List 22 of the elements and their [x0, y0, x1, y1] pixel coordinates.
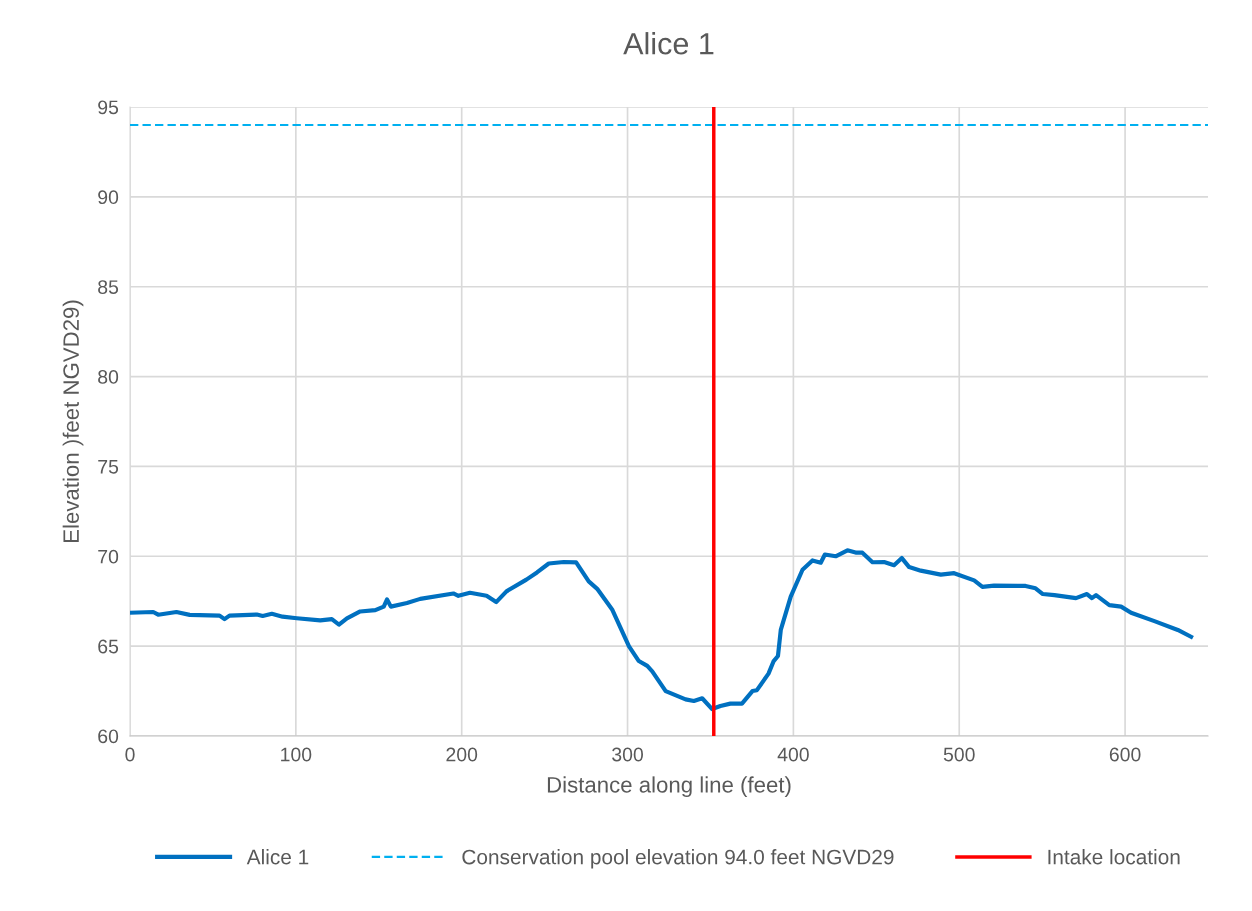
- y-tick-label: 90: [98, 190, 119, 205]
- x-tick-label: 200: [446, 747, 478, 762]
- x-tick-label: 600: [1109, 747, 1141, 762]
- line-series: [130, 548, 1194, 712]
- x-tick-label: 100: [281, 747, 312, 762]
- x-tick-label: 400: [777, 747, 809, 762]
- y-tick-label: 70: [98, 549, 119, 564]
- x-tick-label: 0: [125, 747, 135, 762]
- x-tick-label: 300: [612, 747, 643, 762]
- y-tick-label: 75: [98, 460, 119, 474]
- y-tick-label: 60: [98, 729, 119, 744]
- x-axis-title: Distance along line (feet): [547, 776, 791, 798]
- chart-title: Alice 1: [623, 32, 714, 55]
- legend-label: Conservation pool elevation 94.0 feet NGVD29: [462, 849, 894, 869]
- y-axis-title: Elevation )feet NGVD29): [62, 300, 84, 542]
- y-tick-label: 80: [98, 370, 119, 384]
- legend-label: Intake location: [1048, 849, 1180, 865]
- x-tick-label: 500: [943, 747, 975, 762]
- y-tick-label: 95: [98, 100, 119, 115]
- y-tick-label: 65: [98, 639, 119, 654]
- y-tick-label: 85: [98, 280, 119, 294]
- legend-label: Alice 1: [246, 849, 309, 865]
